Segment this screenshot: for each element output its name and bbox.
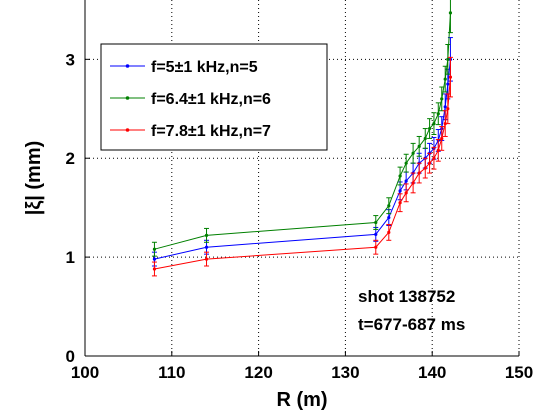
data-point: [152, 267, 157, 271]
data-point: [387, 204, 391, 208]
data-point: [387, 215, 391, 220]
data-point: [411, 151, 415, 155]
data-point: [404, 161, 408, 165]
data-point: [387, 230, 391, 234]
series-line: [154, 77, 451, 270]
series-3: [151, 56, 453, 277]
data-point: [374, 220, 378, 225]
data-point: [417, 144, 421, 148]
legend-entry: f=5±1 kHz,n=5: [110, 59, 258, 76]
data-point: [417, 171, 421, 175]
data-point: [440, 97, 444, 101]
annotation-shot: shot 138752: [358, 287, 455, 306]
legend-entry: f=7.8±1 kHz,n=7: [110, 123, 271, 140]
legend-marker: [125, 96, 130, 100]
y-tick-label: 0: [66, 347, 75, 366]
data-point: [374, 232, 378, 236]
data-point: [398, 189, 402, 193]
series-line: [154, 59, 451, 260]
y-axis-label: |ξ| (mm): [23, 141, 45, 216]
annotation-time: t=677-687 ms: [358, 315, 465, 334]
data-point: [427, 161, 432, 165]
data-point: [446, 57, 450, 61]
data-point: [427, 126, 432, 131]
legend-entry: f=6.4±1 kHz,n=6: [110, 91, 271, 108]
series-line: [154, 12, 451, 250]
data-point: [448, 11, 453, 15]
data-point: [446, 107, 450, 111]
data-point: [423, 166, 427, 170]
x-tick-label: 120: [244, 363, 272, 382]
legend-label: f=7.8±1 kHz,n=7: [151, 123, 271, 140]
series-2: [151, 0, 453, 257]
y-tick-label: 2: [66, 149, 75, 168]
data-point: [448, 75, 453, 79]
x-tick-label: 150: [505, 363, 533, 382]
x-tick-label: 100: [71, 363, 99, 382]
x-tick-label: 110: [158, 363, 185, 382]
y-tick-label: 3: [66, 50, 75, 69]
data-point: [423, 136, 427, 141]
data-point: [443, 122, 447, 126]
data-point: [152, 247, 157, 251]
data-point: [443, 77, 447, 81]
data-point: [436, 112, 440, 116]
legend-marker: [125, 64, 130, 68]
legend-marker: [125, 128, 130, 132]
x-tick-label: 130: [331, 363, 359, 382]
y-tick-label: 1: [66, 248, 75, 267]
legend: f=5±1 kHz,n=5 f=6.4±1 kHz,n=6 f=7.8±1 kHz,…: [100, 43, 328, 151]
data-point: [398, 201, 402, 205]
x-tick-label: 140: [418, 363, 446, 382]
data-point: [398, 174, 402, 178]
tick-labels: 100 110 120 130 140 150 0 1 2 3: [66, 50, 534, 382]
data-point: [436, 148, 440, 152]
data-point: [204, 245, 209, 249]
legend-label: f=6.4±1 kHz,n=6: [151, 91, 271, 108]
data-point: [411, 181, 415, 185]
data-point: [204, 257, 209, 261]
data-point: [440, 136, 444, 141]
data-point: [432, 156, 436, 160]
data-point: [404, 191, 408, 195]
data-point: [446, 82, 450, 86]
series-layer: [151, 0, 453, 277]
data-point: [204, 233, 209, 237]
data-point: [152, 257, 157, 261]
legend-box: [100, 43, 328, 151]
axes: [84, 0, 520, 357]
x-axis-label: R (m): [276, 389, 327, 411]
data-point: [374, 245, 378, 249]
data-point: [404, 179, 408, 183]
data-point: [432, 122, 436, 126]
data-point: [443, 105, 447, 109]
legend-label: f=5±1 kHz,n=5: [151, 59, 258, 76]
